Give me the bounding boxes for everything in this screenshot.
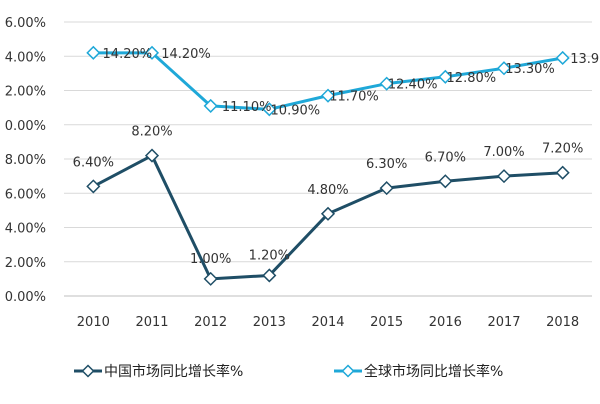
y-tick-label: 6.00% <box>5 187 46 202</box>
x-tick-label: 2018 <box>546 315 579 330</box>
y-tick-label: 0.00% <box>5 119 46 134</box>
data-point <box>144 45 160 60</box>
legend-label: 全球市场同比增长率% <box>364 363 503 380</box>
y-tick-label: 6.00% <box>5 16 46 31</box>
y-tick-label: 2.00% <box>5 256 46 271</box>
data-label: 14.20% <box>103 47 153 62</box>
data-label: 1.00% <box>190 252 231 267</box>
x-tick-label: 2011 <box>135 315 168 330</box>
legend-label: 中国市场同比增长率% <box>104 363 243 380</box>
data-label: 14.20% <box>161 47 211 62</box>
y-tick-label: 8.00% <box>5 153 46 168</box>
data-point <box>496 61 512 76</box>
data-point <box>555 50 570 66</box>
x-tick-label: 2016 <box>429 315 462 330</box>
data-point <box>379 181 394 196</box>
data-point <box>320 88 336 103</box>
data-point <box>86 179 101 194</box>
data-point <box>320 206 336 221</box>
data-point <box>555 165 570 180</box>
data-label: 6.30% <box>366 157 407 172</box>
data-point <box>203 271 218 286</box>
data-label: 6.40% <box>73 155 114 170</box>
data-point <box>203 98 218 113</box>
y-tick-label: 0.00% <box>5 290 46 305</box>
data-label: 8.20% <box>131 125 172 140</box>
data-point <box>379 76 394 91</box>
data-label: 6.70% <box>425 150 466 165</box>
data-point <box>86 45 101 60</box>
data-label: 7.00% <box>483 145 524 160</box>
data-point <box>144 148 160 163</box>
data-label: 4.80% <box>307 183 348 198</box>
data-labels: 6.40% 8.20% 1.00% 1.20% 4.80% 6.30% 6.70% 7.00%… <box>73 47 599 267</box>
data-label: 12.80% <box>447 71 497 86</box>
x-axis-ticks: 2010 2011 2012 2013 2014 2015 2016 2017 2018 <box>77 315 579 330</box>
legend: 中国市场同比增长率% 全球市场同比增长率% <box>74 363 503 380</box>
y-axis-ticks: 0.00% 2.00% 4.00% 6.00% 8.00% 0.00% 2.00% 4.00%… <box>5 16 46 305</box>
x-tick-label: 2015 <box>370 315 403 330</box>
y-tick-label: 4.00% <box>5 50 46 65</box>
x-tick-label: 2013 <box>253 315 286 330</box>
data-label: 12.40% <box>388 78 438 93</box>
data-label: 13.30% <box>505 62 555 77</box>
data-point <box>262 102 277 117</box>
x-tick-label: 2012 <box>194 315 227 330</box>
data-point <box>438 174 453 189</box>
data-point <box>496 169 512 184</box>
x-tick-label: 2010 <box>77 315 110 330</box>
x-tick-label: 2014 <box>311 315 344 330</box>
data-label: 7.20% <box>542 142 583 157</box>
legend-swatch-marker <box>341 364 355 378</box>
legend-swatch-marker <box>81 364 95 378</box>
data-label: 13.9 <box>570 52 599 67</box>
data-point <box>438 69 453 84</box>
data-label: 11.70% <box>329 90 379 105</box>
data-label: 11.10% <box>222 100 272 115</box>
data-point <box>262 268 277 283</box>
data-label: 1.20% <box>249 248 290 263</box>
data-label: 10.90% <box>271 103 321 118</box>
y-tick-label: 4.00% <box>5 222 46 237</box>
series-lines <box>86 45 570 286</box>
y-tick-label: 2.00% <box>5 85 46 100</box>
x-tick-label: 2017 <box>487 315 520 330</box>
